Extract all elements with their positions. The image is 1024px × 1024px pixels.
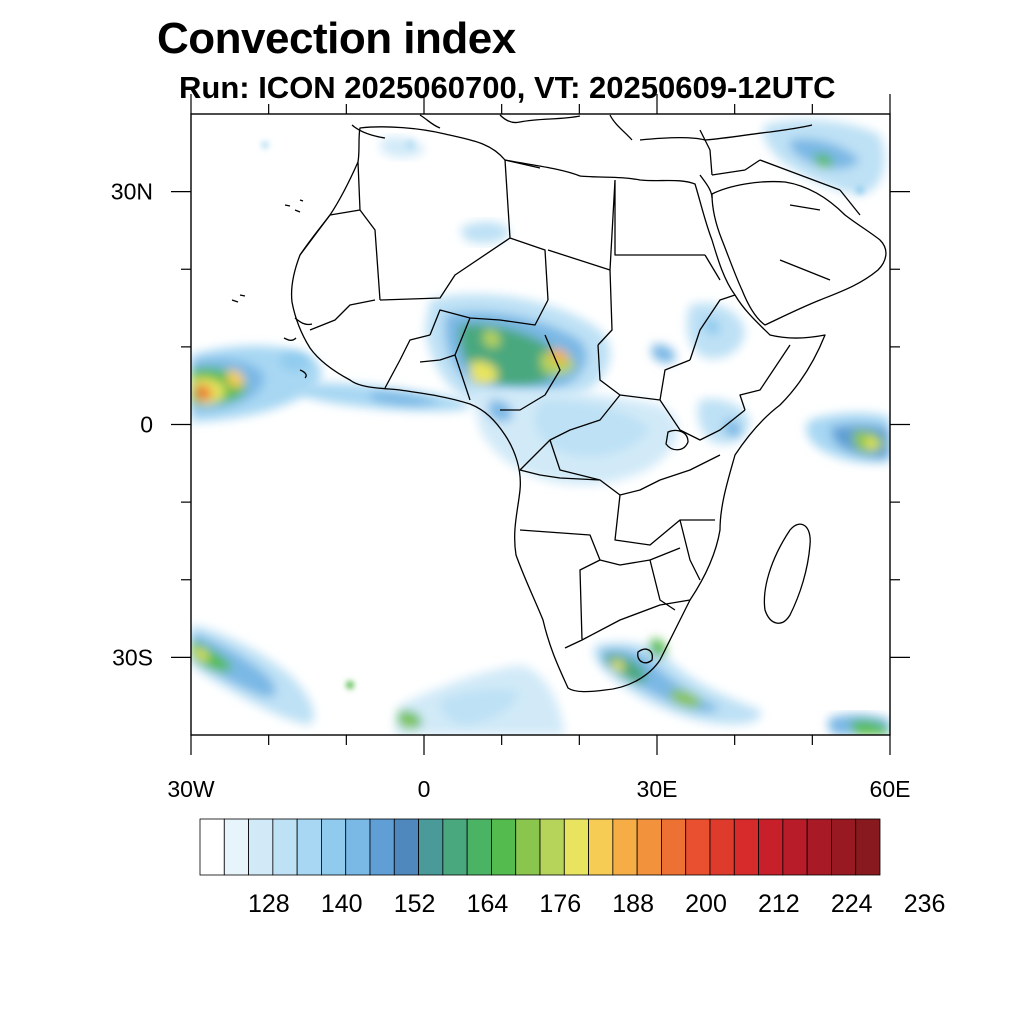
colorbar-swatch [733, 818, 759, 876]
colorbar-label: 236 [904, 890, 946, 918]
colorbar-swatch [321, 818, 347, 876]
convection-central-africa [470, 388, 679, 486]
x-tick-label: 0 [418, 776, 431, 802]
colorbar [199, 818, 881, 876]
colorbar-swatch [418, 818, 444, 876]
y-tick-label: 30S [112, 644, 153, 670]
colorbar-labels: 128 140 152 164 176 188 200 212 224 236 [248, 890, 945, 918]
colorbar-label: 152 [394, 890, 436, 918]
colorbar-swatch [685, 818, 711, 876]
convection-shading [191, 119, 890, 735]
convection-gulf-guinea [280, 352, 470, 411]
colorbar-label: 176 [539, 890, 581, 918]
convection-south-indian [827, 714, 890, 735]
colorbar-label: 164 [467, 890, 509, 918]
arabia-coastline [711, 180, 887, 326]
colorbar-swatch [563, 818, 589, 876]
convection-sahara [460, 221, 510, 244]
colorbar-swatch [588, 818, 614, 876]
convection-south-atlantic-1 [191, 625, 314, 725]
colorbar-swatch [782, 818, 808, 876]
convection-nigeria-core [425, 294, 611, 407]
colorbar-swatch [612, 818, 638, 876]
country-borders [299, 159, 791, 649]
x-tick-label: 30E [637, 776, 678, 802]
colorbar-swatch [442, 818, 468, 876]
colorbar-swatch [296, 818, 322, 876]
colorbar-swatch [272, 818, 298, 876]
colorbar-swatch [709, 818, 735, 876]
colorbar-swatch [345, 818, 371, 876]
colorbar-swatch [831, 818, 857, 876]
colorbar-swatch [539, 818, 565, 876]
convection-morocco [380, 136, 425, 158]
colorbar-label: 128 [248, 890, 290, 918]
colorbar-swatch [758, 818, 784, 876]
colorbar-swatch [369, 818, 395, 876]
colorbar-swatch [393, 818, 419, 876]
colorbar-swatch [248, 818, 274, 876]
colorbar-swatch [491, 818, 517, 876]
convection-ethiopia [652, 302, 745, 363]
colorbar-label: 140 [321, 890, 363, 918]
convection-indian-ocean [806, 413, 890, 464]
madagascar-coastline [763, 523, 811, 624]
colorbar-swatch [515, 818, 541, 876]
chart-subtitle: Run: ICON 2025060700, VT: 20250609-12UTC [179, 70, 836, 105]
y-tick-label: 0 [140, 412, 153, 438]
chart-title: Convection index [157, 14, 516, 63]
colorbar-swatch [806, 818, 832, 876]
lake-victoria [665, 429, 689, 451]
convection-south-africa [593, 638, 761, 725]
colorbar-label: 200 [685, 890, 727, 918]
colorbar-swatch [199, 818, 225, 876]
x-tick-label: 30W [167, 776, 215, 802]
colorbar-label: 212 [758, 890, 800, 918]
colorbar-swatch [223, 818, 249, 876]
x-tick-label: 60E [870, 776, 911, 802]
coastlines-and-borders [231, 114, 887, 693]
convection-west-atlantic [191, 345, 322, 422]
colorbar-label: 224 [831, 890, 873, 918]
convection-middle-east [763, 119, 885, 195]
colorbar-swatch [466, 818, 492, 876]
axis-tick-labels: 30W 0 30E 60E 30N 0 30S [111, 179, 911, 802]
convection-isolated-spots [261, 140, 864, 689]
axis-ticks [171, 94, 910, 755]
colorbar-label: 188 [612, 890, 654, 918]
africa-coastline [290, 126, 826, 693]
y-tick-label: 30N [111, 179, 153, 205]
colorbar-swatch [636, 818, 662, 876]
europe-coastline [351, 114, 813, 141]
convection-south-atlantic-2 [395, 665, 565, 735]
colorbar-swatch [855, 818, 881, 876]
colorbar-swatch [661, 818, 687, 876]
